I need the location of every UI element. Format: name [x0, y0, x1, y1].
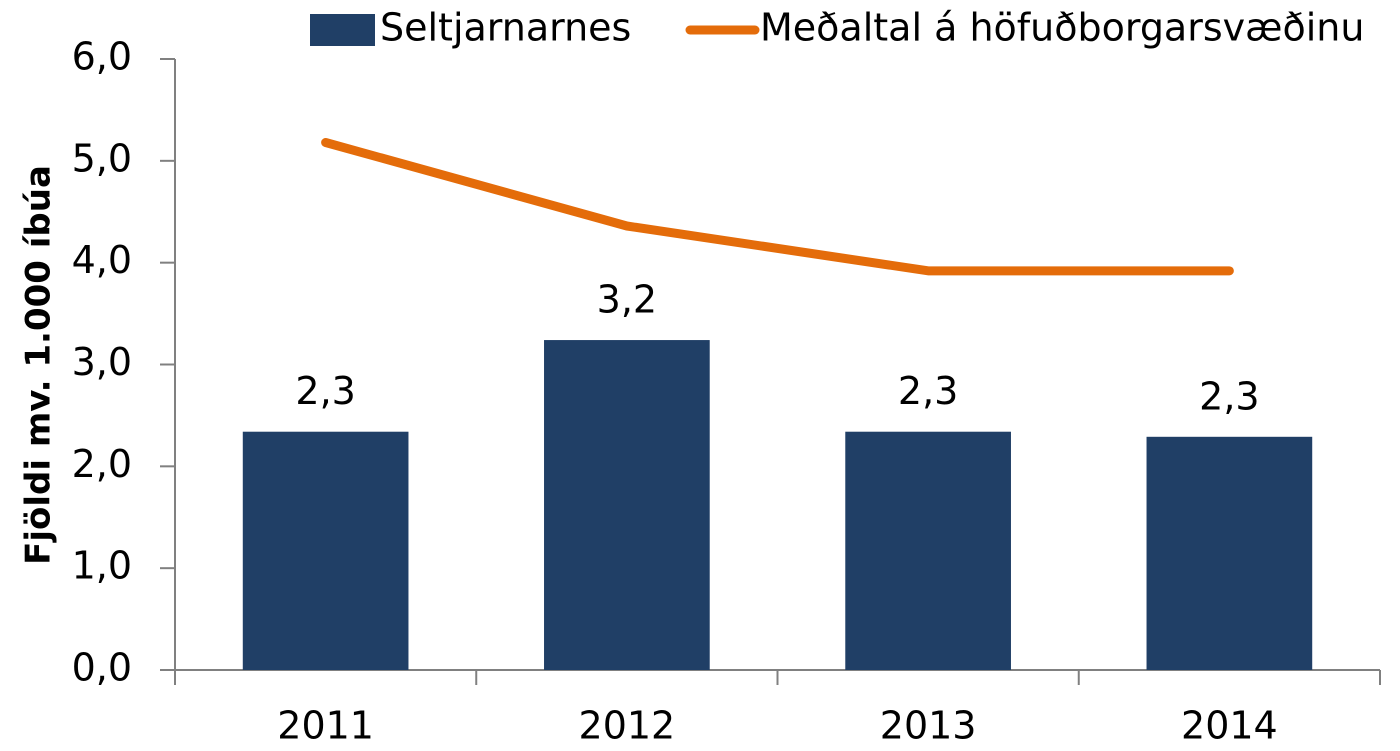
- data-label: 2,3: [898, 369, 958, 413]
- line: [321, 138, 1234, 276]
- x-tick-label: 2014: [1181, 704, 1278, 748]
- bar: [242, 431, 409, 670]
- data-label: 3,2: [597, 278, 657, 322]
- bar: [845, 431, 1011, 670]
- y-tick-label: 3,0: [72, 340, 132, 384]
- y-tick-label: 2,0: [72, 442, 132, 486]
- legend-label: Meðaltal á höfuðborgarsvæðinu: [760, 6, 1364, 50]
- legend-label: Seltjarnarnes: [380, 6, 631, 50]
- legend-swatch: [310, 14, 375, 46]
- x-tick-label: 2011: [277, 704, 374, 748]
- data-label: 2,3: [295, 369, 355, 413]
- y-axis-title: Fjöldi mv. 1.000 íbúa: [19, 165, 59, 565]
- y-tick-label: 6,0: [72, 35, 132, 79]
- y-tick-label: 0,0: [72, 646, 132, 690]
- y-tick-label: 4,0: [72, 238, 132, 282]
- bar: [544, 340, 710, 670]
- x-tick-label: 2013: [880, 704, 977, 748]
- y-tick-label: 1,0: [72, 544, 132, 588]
- bar: [1146, 436, 1313, 670]
- y-tick-label: 5,0: [72, 136, 132, 180]
- data-label: 2,3: [1199, 374, 1259, 418]
- x-tick-label: 2012: [579, 704, 676, 748]
